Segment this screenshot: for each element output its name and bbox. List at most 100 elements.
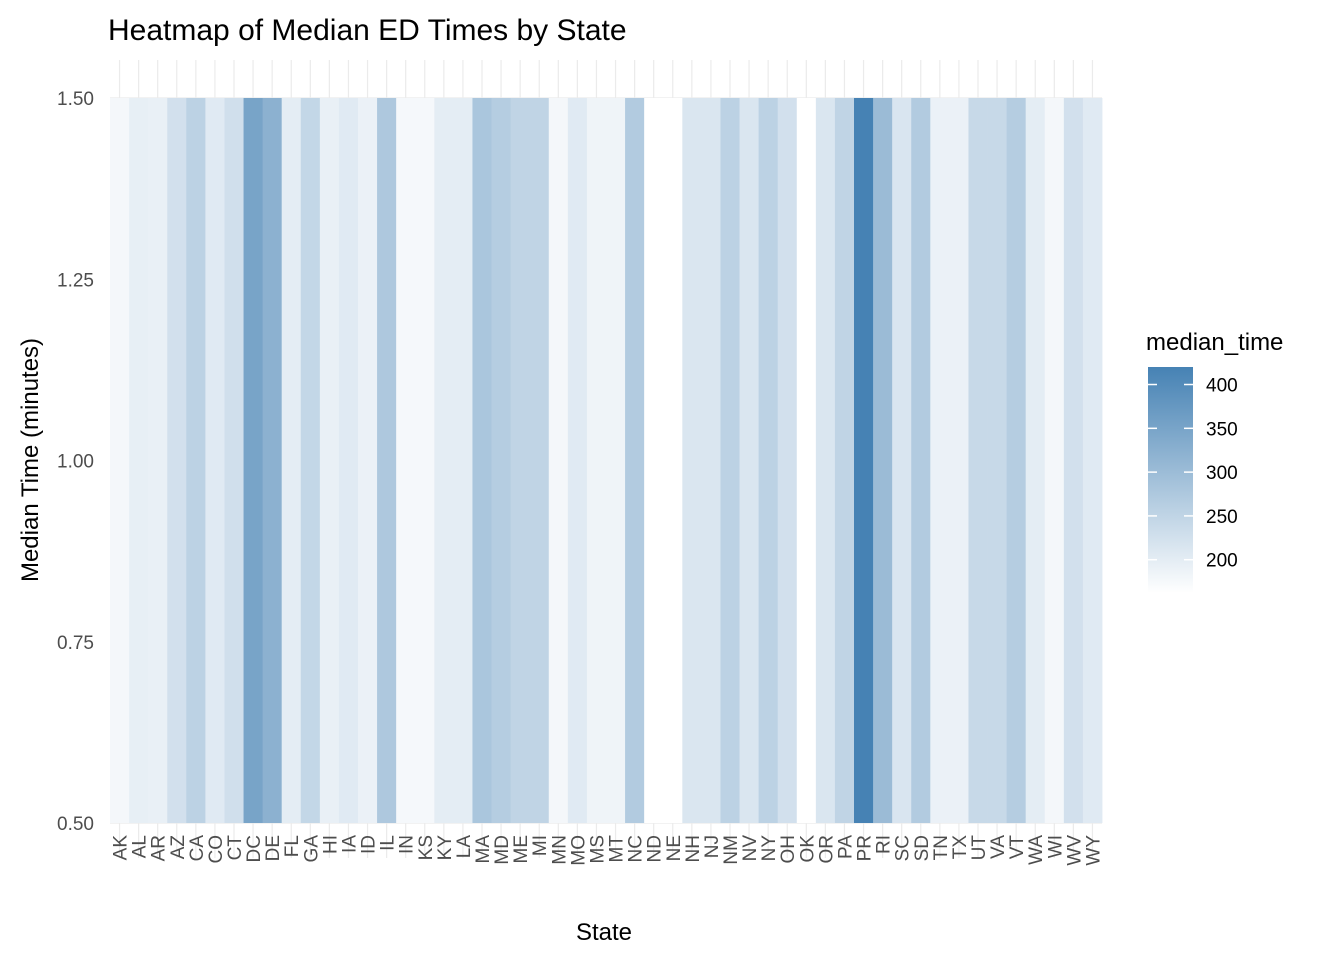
heatmap-tile-nd (644, 98, 664, 823)
heatmap-tile-sd (911, 98, 931, 823)
heatmap-tile-al (129, 98, 149, 823)
heatmap-tile-ne (663, 98, 683, 823)
x-tick-label: MT (607, 835, 628, 863)
chart-title: Heatmap of Median ED Times by State (108, 14, 627, 47)
x-tick-label: NY (759, 835, 780, 862)
heatmap-tile-pr (854, 98, 874, 823)
heatmap-tile-la (453, 98, 473, 823)
x-tick-label: ID (359, 835, 380, 854)
heatmap-tile-ky (434, 98, 454, 823)
heatmap-tile-nh (682, 98, 702, 823)
x-tick-label: OH (778, 835, 799, 864)
x-tick-label: WI (1045, 835, 1066, 858)
x-tick-label: FL (282, 835, 303, 857)
x-tick-label: NH (683, 835, 704, 862)
x-tick-label: SC (893, 835, 914, 861)
legend-label: 400 (1206, 376, 1238, 397)
heatmap-tile-va (987, 98, 1008, 823)
x-tick-label: AK (111, 835, 132, 861)
x-tick-label: HI (320, 835, 341, 854)
heatmap-tile-sc (892, 98, 912, 823)
legend-label: 250 (1206, 507, 1238, 528)
x-tick-label: AR (149, 835, 170, 861)
y-tick-label: 0.50 (57, 814, 94, 835)
x-tick-label: MD (492, 835, 513, 865)
heatmap-tile-ut (968, 98, 988, 823)
x-tick-label: IA (339, 835, 360, 853)
heatmap-tile-ms (586, 98, 607, 823)
x-tick-label: WV (1064, 835, 1085, 866)
x-tick-label: MS (587, 835, 608, 864)
x-tick-label: MO (568, 835, 589, 866)
heatmap-tile-nj (701, 98, 721, 823)
y-tick-label: 1.00 (57, 452, 94, 473)
heatmap-tile-wi (1044, 98, 1065, 823)
x-tick-label: DE (263, 835, 284, 861)
heatmap-tile-wv (1063, 98, 1084, 823)
heatmap-tile-hi (319, 98, 340, 823)
x-tick-label: NC (626, 835, 647, 862)
x-tick-label: NM (721, 835, 742, 865)
heatmap-tile-or (815, 98, 836, 823)
x-tick-label: TN (931, 835, 952, 860)
heatmap-tile-mn (548, 98, 569, 823)
heatmap-tile-pa (834, 98, 855, 823)
heatmap-tile-oh (777, 98, 798, 823)
x-tick-label: OR (816, 835, 837, 864)
heatmap-tile-me (510, 98, 531, 823)
x-tick-label: AL (130, 835, 151, 858)
heatmap-tile-ma (472, 98, 492, 823)
x-tick-label: CA (187, 835, 208, 862)
heatmap-tile-in (396, 98, 416, 823)
x-tick-label: PA (835, 835, 856, 859)
x-tick-label: MN (549, 835, 570, 865)
x-tick-label: VT (1007, 835, 1028, 860)
heatmap-tile-ca (186, 98, 206, 823)
y-tick-label: 1.50 (57, 89, 94, 110)
legend-label: 350 (1206, 419, 1238, 440)
x-tick-label: NE (664, 835, 685, 861)
y-axis-title: Median Time (minutes) (17, 338, 44, 582)
heatmap-tile-nv (739, 98, 760, 823)
heatmap-tile-ia (338, 98, 359, 823)
x-tick-label: TX (950, 835, 971, 860)
heatmap-tile-dc (243, 98, 264, 823)
heatmap-tile-mt (606, 98, 626, 823)
heatmap-tile-az (167, 98, 187, 823)
heatmap-tile-tn (930, 98, 950, 823)
x-tick-label: IN (397, 835, 418, 854)
x-tick-label: UT (969, 835, 990, 861)
x-tick-label: SD (912, 835, 933, 861)
heatmap-tile-ok (796, 98, 817, 823)
legend-label: 200 (1206, 551, 1238, 572)
legend-color-bar (1148, 367, 1193, 593)
legend-label: 300 (1206, 463, 1238, 484)
x-tick-label: NJ (702, 835, 723, 858)
x-tick-label: NV (740, 835, 761, 862)
x-axis-ticks: AKALARAZCACOCTDCDEFLGAHIIAIDILINKSKYLAMA… (111, 835, 1105, 866)
heatmap-tile-ct (224, 98, 244, 823)
heatmap-tile-nc (625, 98, 645, 823)
x-tick-label: OK (797, 835, 818, 863)
y-tick-label: 0.75 (57, 633, 94, 654)
heatmap-tile-ak (110, 98, 130, 823)
heatmap-tile-id (358, 98, 378, 823)
x-tick-label: CT (225, 835, 246, 861)
legend-ticks: 400 350 300 250 200 (1148, 376, 1238, 572)
x-tick-label: MA (473, 835, 494, 864)
heatmap-tile-il (377, 98, 397, 823)
x-tick-label: ME (511, 835, 532, 864)
x-tick-label: CO (206, 835, 227, 864)
x-tick-label: PR (855, 835, 876, 861)
heatmap-tile-ri (873, 98, 893, 823)
x-tick-label: MI (530, 835, 551, 856)
heatmap-tile-de (262, 98, 283, 823)
heatmap-tile-nm (720, 98, 740, 823)
heatmap-tile-tx (949, 98, 969, 823)
x-tick-label: DC (244, 835, 265, 862)
x-tick-label: ND (645, 835, 666, 862)
x-tick-label: RI (874, 835, 895, 854)
heatmap-tile-fl (281, 98, 302, 823)
heatmap-tile-wa (1025, 98, 1046, 823)
